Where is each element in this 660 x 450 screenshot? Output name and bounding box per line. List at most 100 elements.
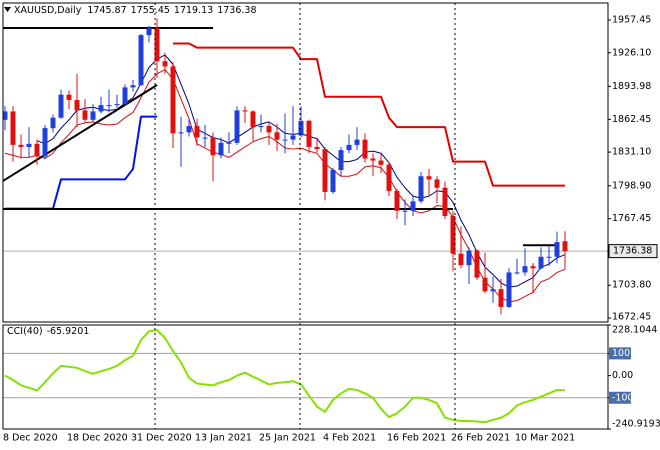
candle-body <box>482 277 488 292</box>
y-tick-label: 228.1044 <box>612 325 657 336</box>
candle-body <box>106 105 112 107</box>
candle-body <box>498 289 504 307</box>
candle-body <box>178 132 184 134</box>
candle-body <box>122 87 128 105</box>
candle-body <box>226 142 232 144</box>
candle-body <box>202 137 208 139</box>
candle-body <box>458 253 464 266</box>
candle-body <box>66 94 72 100</box>
cci-header: CCI(40) -65.9201 <box>7 326 89 337</box>
last-close: 1736.38 <box>217 5 256 16</box>
candle-body <box>394 190 400 211</box>
candle-body <box>82 110 88 120</box>
y-tick-box <box>609 347 631 360</box>
cci-last-value: -65.9201 <box>47 326 90 337</box>
candle-body <box>234 110 240 143</box>
y-tick-label: 100 <box>612 348 630 359</box>
candle-body <box>250 111 256 128</box>
candle-body <box>18 144 24 147</box>
x-tick-label: 8 Dec 2020 <box>3 433 58 444</box>
last-price-label: 1736.38 <box>613 246 652 257</box>
candle-body <box>362 139 368 159</box>
y-tick-label: 1957.45 <box>612 14 651 25</box>
candle-body <box>490 289 496 292</box>
candle-body <box>154 27 160 62</box>
candle-body <box>186 126 192 133</box>
candle-body <box>282 139 288 141</box>
last-price-box <box>608 244 658 259</box>
candle-body <box>410 201 416 211</box>
candle-body <box>514 272 520 274</box>
y-tick-label: 1672.45 <box>612 312 651 323</box>
candle-body <box>530 266 536 269</box>
candle-body <box>98 105 104 112</box>
y-tick-label: 1798.90 <box>612 180 651 191</box>
candle-body <box>26 143 32 147</box>
candle-body <box>162 61 168 67</box>
candle-body <box>306 120 312 147</box>
candle-body <box>450 215 456 254</box>
last-low: 1719.13 <box>174 5 213 16</box>
candle-body <box>562 241 568 252</box>
last-open: 1745.87 <box>87 5 126 16</box>
indicator-line <box>173 42 565 187</box>
candle-body <box>402 210 408 212</box>
candle-body <box>474 250 480 278</box>
candle-body <box>58 94 64 118</box>
last-high: 1755.45 <box>131 5 170 16</box>
candle-body <box>290 135 296 140</box>
y-tick-label: -100 <box>612 392 634 403</box>
candle-body <box>506 272 512 307</box>
cci-line <box>4 329 566 424</box>
x-tick-label: 26 Feb 2021 <box>451 433 510 444</box>
candle-body <box>522 266 528 273</box>
cci-panel-frame <box>2 324 609 430</box>
candle-body <box>210 137 216 156</box>
candle-body <box>146 27 152 36</box>
plot-layer <box>2 18 608 424</box>
x-tick-label: 10 Mar 2021 <box>515 433 575 444</box>
candle-body <box>354 139 360 145</box>
y-tick-label: 1926.10 <box>612 47 651 58</box>
y-tick-label: 1831.10 <box>612 147 651 158</box>
candle-body <box>138 35 144 86</box>
candle-body <box>338 150 344 170</box>
x-tick-label: 31 Dec 2020 <box>131 433 192 444</box>
candle-body <box>426 176 432 180</box>
y-tick-label: 1703.80 <box>612 280 651 291</box>
candle-body <box>90 111 96 120</box>
candle-body <box>50 117 56 129</box>
trend-line <box>2 84 158 182</box>
candle-body <box>10 111 16 145</box>
candle-body <box>34 143 40 157</box>
candle-body <box>42 128 48 157</box>
x-tick-label: 25 Jan 2021 <box>259 433 316 444</box>
y-tick-label: 0.00 <box>612 370 633 381</box>
candle-body <box>170 66 176 134</box>
menu-triangle <box>4 7 11 12</box>
candle-body <box>314 146 320 150</box>
candle-body <box>330 169 336 192</box>
x-tick-label: 18 Dec 2020 <box>67 433 128 444</box>
cci-title: CCI(40) <box>7 326 43 337</box>
y-tick-label: 1767.45 <box>612 213 651 224</box>
candle-body <box>418 176 424 202</box>
y-tick-label: 1893.98 <box>612 81 651 92</box>
candle-body <box>130 85 136 88</box>
candle-body <box>258 126 264 128</box>
candle-body <box>266 126 272 133</box>
chart-title: XAUUSD,Daily <box>14 5 82 16</box>
candle-body <box>242 110 248 112</box>
y-tick-box <box>609 391 631 404</box>
price-panel-frame <box>2 2 609 323</box>
candle-body <box>546 256 552 258</box>
candle-body <box>114 104 120 106</box>
candle-body <box>346 144 352 151</box>
x-tick-label: 4 Feb 2021 <box>323 433 376 444</box>
candle-body <box>2 111 8 120</box>
candle-body <box>74 99 80 111</box>
candle-body <box>298 120 304 136</box>
